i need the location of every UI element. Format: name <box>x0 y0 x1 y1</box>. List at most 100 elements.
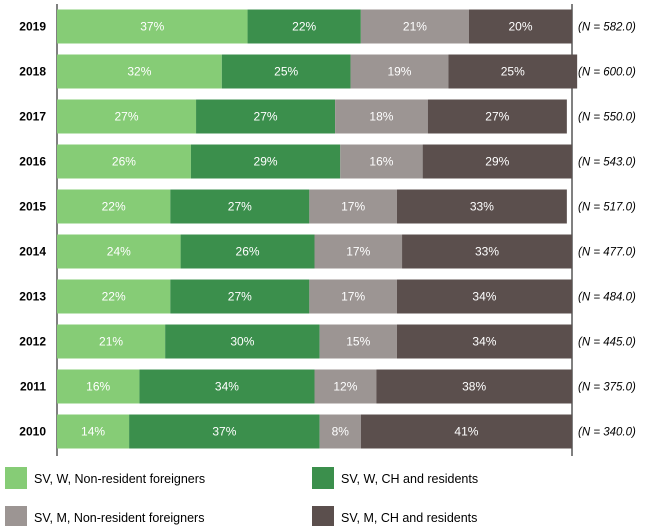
bar-segment <box>396 324 572 359</box>
segment-value-label: 34% <box>472 335 496 349</box>
segment-value-label: 37% <box>212 425 236 439</box>
bar-segment <box>335 99 428 134</box>
year-label: 2013 <box>19 290 46 304</box>
segment-value-label: 21% <box>403 20 427 34</box>
bar-segment <box>314 369 377 404</box>
segment-value-label: 33% <box>470 200 494 214</box>
bar-segment <box>396 279 572 314</box>
bar-segment <box>309 189 397 224</box>
n-label: (N = 484.0) <box>578 292 636 304</box>
bar-segment <box>402 234 572 269</box>
legend-swatch <box>312 467 334 489</box>
segment-value-label: 18% <box>369 110 393 124</box>
segment-value-label: 8% <box>332 425 350 439</box>
bar-segment <box>396 189 567 224</box>
bar-segment <box>165 324 320 359</box>
n-label: (N = 550.0) <box>578 112 636 124</box>
bar-segment <box>469 9 572 44</box>
segment-value-label: 37% <box>140 20 164 34</box>
bar-segment <box>57 99 197 134</box>
segment-value-label: 16% <box>369 155 393 169</box>
segment-value-label: 14% <box>81 425 105 439</box>
bar-segment <box>170 279 310 314</box>
n-label: (N = 582.0) <box>578 22 636 34</box>
segment-value-label: 22% <box>102 290 126 304</box>
segment-value-label: 32% <box>127 65 151 79</box>
bar-segment <box>57 369 140 404</box>
bar-segment <box>139 369 315 404</box>
segment-value-label: 34% <box>215 380 239 394</box>
bar-segment <box>319 414 361 449</box>
segment-value-label: 33% <box>475 245 499 259</box>
segment-value-label: 30% <box>230 335 254 349</box>
legend-label: SV, W, Non-resident foreigners <box>34 472 205 486</box>
year-label: 2016 <box>19 155 46 169</box>
segment-value-label: 29% <box>485 155 509 169</box>
bar-segment <box>129 414 320 449</box>
bar-segment <box>376 369 572 404</box>
year-label: 2010 <box>19 425 46 439</box>
segment-value-label: 27% <box>485 110 509 124</box>
segment-value-label: 22% <box>292 20 316 34</box>
segment-value-label: 15% <box>346 335 370 349</box>
segment-value-label: 26% <box>112 155 136 169</box>
segment-value-label: 17% <box>341 290 365 304</box>
bar-segment <box>314 234 403 269</box>
segment-value-label: 24% <box>107 245 131 259</box>
year-label: 2014 <box>19 245 46 259</box>
segment-value-label: 22% <box>102 200 126 214</box>
bar-segment <box>57 9 248 44</box>
bar-segment <box>309 279 397 314</box>
segment-value-label: 19% <box>387 65 411 79</box>
bar-segment <box>340 144 423 179</box>
year-label: 2019 <box>19 20 46 34</box>
n-label: (N = 477.0) <box>578 247 636 259</box>
legend-label: SV, M, CH and residents <box>341 511 477 525</box>
segment-value-label: 21% <box>99 335 123 349</box>
bar-segment <box>360 9 469 44</box>
segment-value-label: 25% <box>274 65 298 79</box>
bar-segment <box>448 54 578 89</box>
legend-swatch <box>5 467 27 489</box>
segment-value-label: 38% <box>462 380 486 394</box>
segment-value-label: 17% <box>346 245 370 259</box>
legend-label: SV, M, Non-resident foreigners <box>34 511 204 525</box>
bar-segment <box>57 54 222 89</box>
n-label: (N = 375.0) <box>578 382 636 394</box>
n-label: (N = 600.0) <box>578 67 636 79</box>
bar-segment <box>180 234 315 269</box>
segment-value-label: 27% <box>228 200 252 214</box>
n-label: (N = 445.0) <box>578 337 636 349</box>
segment-value-label: 27% <box>254 110 278 124</box>
bar-segment <box>57 189 171 224</box>
segment-value-label: 12% <box>333 380 357 394</box>
year-label: 2017 <box>19 110 46 124</box>
year-label: 2012 <box>19 335 46 349</box>
segment-value-label: 25% <box>501 65 525 79</box>
bar-segment <box>221 54 351 89</box>
n-label: (N = 517.0) <box>578 202 636 214</box>
n-label: (N = 340.0) <box>578 427 636 439</box>
bar-segment <box>422 144 572 179</box>
segment-value-label: 29% <box>254 155 278 169</box>
bar-segment <box>350 54 449 89</box>
legend-swatch <box>5 506 27 526</box>
year-label: 2018 <box>19 65 46 79</box>
segment-value-label: 27% <box>115 110 139 124</box>
n-label: (N = 543.0) <box>578 157 636 169</box>
segment-value-label: 41% <box>454 425 478 439</box>
segment-value-label: 17% <box>341 200 365 214</box>
bar-segment <box>247 9 361 44</box>
bar-segment <box>427 99 567 134</box>
segment-value-label: 34% <box>472 290 496 304</box>
segment-value-label: 27% <box>228 290 252 304</box>
bar-segment <box>57 234 181 269</box>
legend: SV, W, Non-resident foreigners SV, W, CH … <box>5 467 478 526</box>
bar-segment <box>57 414 130 449</box>
segment-value-label: 16% <box>86 380 110 394</box>
bar-segment <box>360 414 572 449</box>
bar-segment <box>57 324 166 359</box>
year-label: 2011 <box>20 380 46 394</box>
bar-segment <box>57 144 191 179</box>
